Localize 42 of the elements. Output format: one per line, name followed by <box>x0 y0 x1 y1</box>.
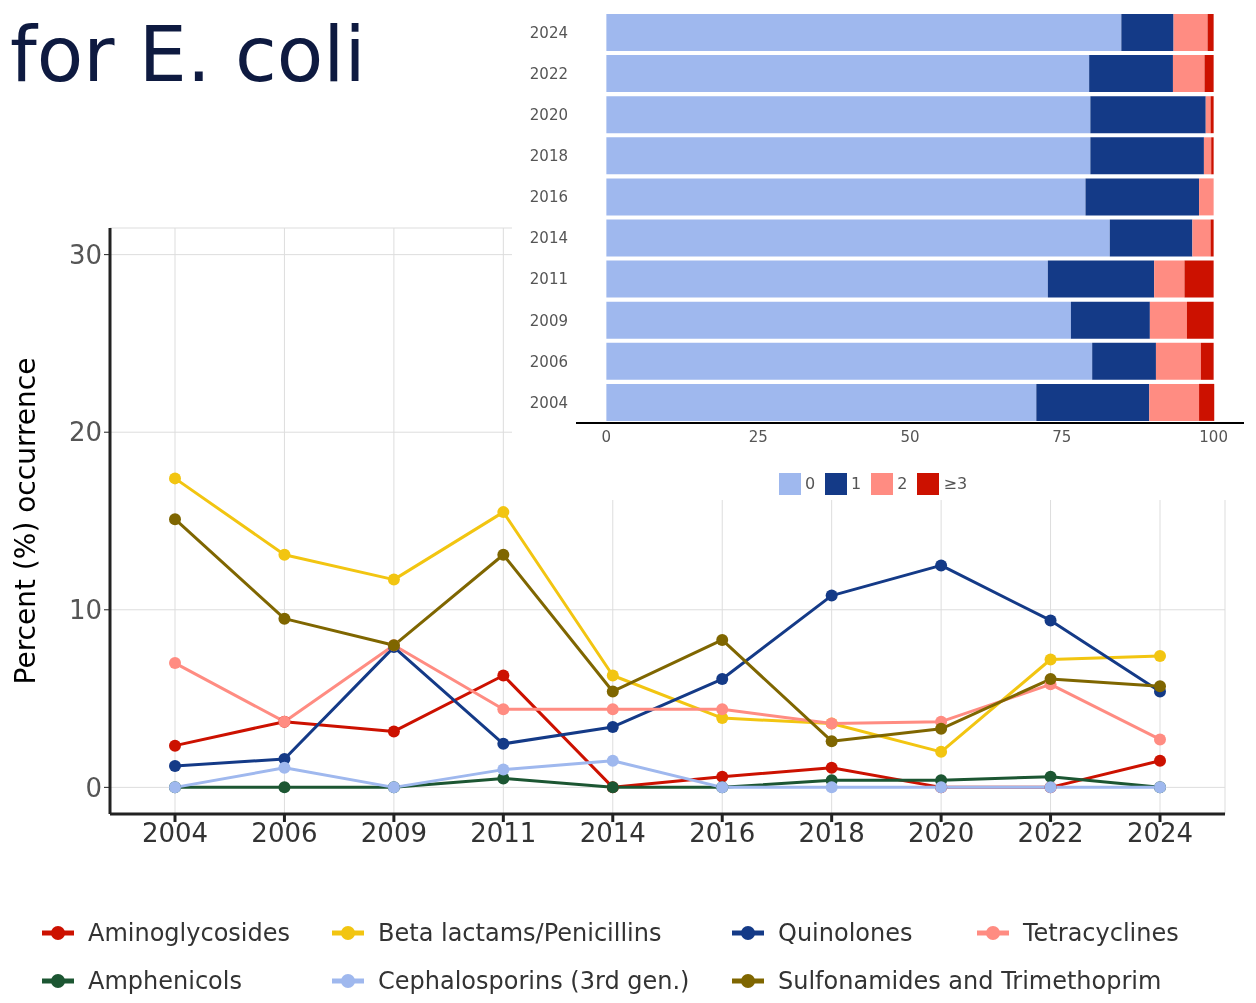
y-tick-label: 2006 <box>529 352 568 371</box>
y-tick-label: 2018 <box>529 147 568 166</box>
legend-label: Sulfonamides and Trimethoprim <box>778 967 1162 995</box>
x-tick-label: 2009 <box>360 818 427 849</box>
y-tick-label: 2022 <box>529 64 568 83</box>
y-tick-label: 2009 <box>529 311 568 330</box>
x-tick-label: 50 <box>900 427 920 446</box>
chart-title: for E. coli <box>10 10 366 99</box>
legend-label: 0 <box>804 473 816 493</box>
legend-label: Cephalosporins (3rd gen.) <box>378 967 690 995</box>
x-tick-label: 2004 <box>141 818 209 849</box>
x-tick-label: 0 <box>601 427 612 446</box>
x-tick-label: 2011 <box>470 818 537 849</box>
x-tick-label: 2020 <box>908 818 975 849</box>
y-tick-label: 2014 <box>529 229 568 248</box>
legend-label: 1 <box>851 473 862 493</box>
y-tick-label: 20 <box>68 417 102 448</box>
y-tick-label: 10 <box>68 595 102 626</box>
y-tick-label: 0 <box>85 772 102 803</box>
legend-label: 2 <box>897 473 908 493</box>
x-tick-label: 2006 <box>251 818 318 849</box>
x-tick-label: 2022 <box>1017 818 1084 849</box>
x-tick-label: 2014 <box>579 818 646 849</box>
y-tick-label: 2011 <box>529 270 568 289</box>
y-axis-title: Percent (%) occurrence <box>8 357 42 685</box>
legend-label: Beta lactams/Penicillins <box>378 919 662 947</box>
x-tick-label: 2024 <box>1126 818 1194 849</box>
y-tick-label: 2004 <box>529 393 568 412</box>
legend-label: Quinolones <box>778 919 913 947</box>
y-tick-label: 2020 <box>529 106 568 125</box>
y-tick-label: 2024 <box>529 23 568 42</box>
x-tick-label: 100 <box>1199 427 1228 446</box>
x-tick-label: 75 <box>1052 427 1072 446</box>
y-tick-label: 30 <box>68 239 102 270</box>
legend-label: Tetracyclines <box>1023 919 1179 947</box>
x-tick-label: 2018 <box>798 818 865 849</box>
y-tick-label: 2016 <box>529 188 568 207</box>
x-tick-label: 2016 <box>689 818 756 849</box>
x-tick-label: 25 <box>748 427 768 446</box>
legend-label: Amphenicols <box>88 967 242 995</box>
legend-label: ≥3 <box>943 473 968 493</box>
legend-label: Aminoglycosides <box>88 919 291 947</box>
